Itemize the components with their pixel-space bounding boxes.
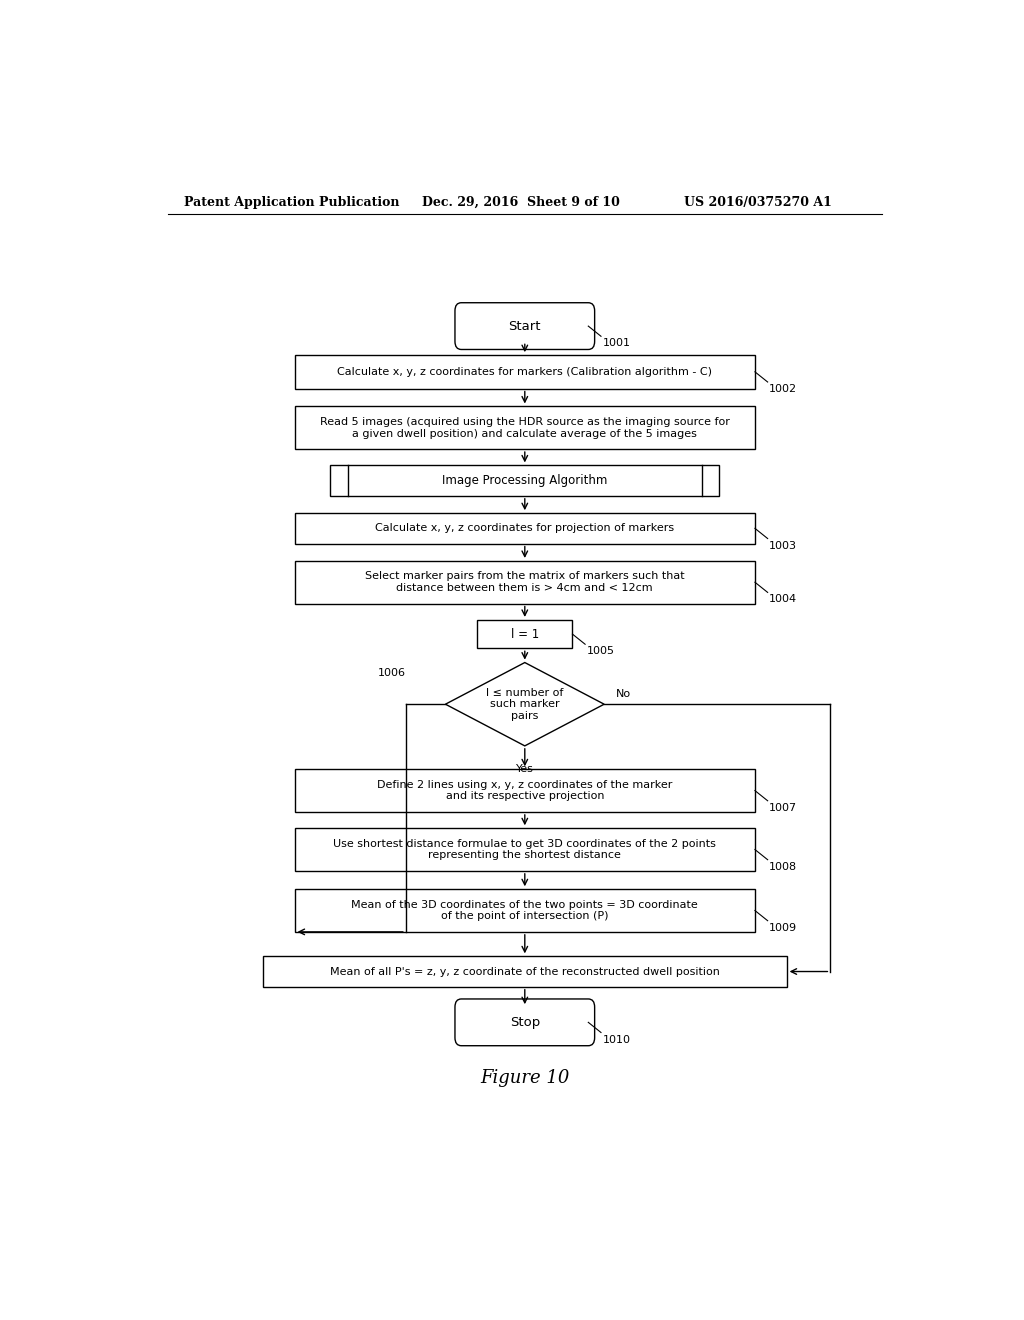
Polygon shape bbox=[445, 663, 604, 746]
Bar bbox=[295, 513, 755, 544]
Bar bbox=[295, 770, 755, 812]
Text: Calculate x, y, z coordinates for markers (Calibration algorithm - C): Calculate x, y, z coordinates for marker… bbox=[337, 367, 713, 376]
Text: Read 5 images (acquired using the HDR source as the imaging source for
a given d: Read 5 images (acquired using the HDR so… bbox=[319, 417, 730, 438]
Bar bbox=[263, 956, 786, 987]
Text: 1001: 1001 bbox=[602, 338, 631, 348]
Bar bbox=[331, 466, 719, 496]
Text: Image Processing Algorithm: Image Processing Algorithm bbox=[442, 474, 607, 487]
Text: Yes: Yes bbox=[516, 764, 534, 774]
Text: Mean of all P's = z, y, z coordinate of the reconstructed dwell position: Mean of all P's = z, y, z coordinate of … bbox=[330, 966, 720, 977]
Text: 1006: 1006 bbox=[378, 668, 406, 677]
Bar bbox=[295, 828, 755, 871]
Text: US 2016/0375270 A1: US 2016/0375270 A1 bbox=[684, 195, 831, 209]
Text: l ≤ number of
such marker
pairs: l ≤ number of such marker pairs bbox=[486, 688, 563, 721]
Text: 1010: 1010 bbox=[602, 1035, 631, 1044]
Text: Mean of the 3D coordinates of the two points = 3D coordinate
of the point of int: Mean of the 3D coordinates of the two po… bbox=[351, 900, 698, 921]
Text: l = 1: l = 1 bbox=[511, 627, 539, 640]
Text: 1005: 1005 bbox=[587, 647, 614, 656]
Bar bbox=[295, 355, 755, 388]
Text: No: No bbox=[616, 689, 631, 700]
Text: Select marker pairs from the matrix of markers such that
distance between them i: Select marker pairs from the matrix of m… bbox=[365, 572, 685, 593]
Bar bbox=[295, 890, 755, 932]
Bar bbox=[477, 620, 572, 648]
FancyBboxPatch shape bbox=[455, 999, 595, 1045]
Text: Use shortest distance formulae to get 3D coordinates of the 2 points
representin: Use shortest distance formulae to get 3D… bbox=[334, 838, 716, 861]
Text: Dec. 29, 2016  Sheet 9 of 10: Dec. 29, 2016 Sheet 9 of 10 bbox=[422, 195, 620, 209]
FancyBboxPatch shape bbox=[455, 302, 595, 350]
Text: Figure 10: Figure 10 bbox=[480, 1069, 569, 1088]
Text: Patent Application Publication: Patent Application Publication bbox=[183, 195, 399, 209]
Text: 1008: 1008 bbox=[769, 862, 798, 871]
Text: 1004: 1004 bbox=[769, 594, 798, 605]
Text: 1009: 1009 bbox=[769, 923, 798, 933]
Text: Calculate x, y, z coordinates for projection of markers: Calculate x, y, z coordinates for projec… bbox=[375, 523, 675, 533]
Text: Define 2 lines using x, y, z coordinates of the marker
and its respective projec: Define 2 lines using x, y, z coordinates… bbox=[377, 780, 673, 801]
Bar bbox=[295, 407, 755, 449]
Bar bbox=[295, 561, 755, 603]
Text: 1003: 1003 bbox=[769, 541, 798, 550]
Text: Start: Start bbox=[509, 319, 541, 333]
Text: 1007: 1007 bbox=[769, 803, 798, 813]
Text: Stop: Stop bbox=[510, 1016, 540, 1028]
Text: 1002: 1002 bbox=[769, 384, 798, 395]
